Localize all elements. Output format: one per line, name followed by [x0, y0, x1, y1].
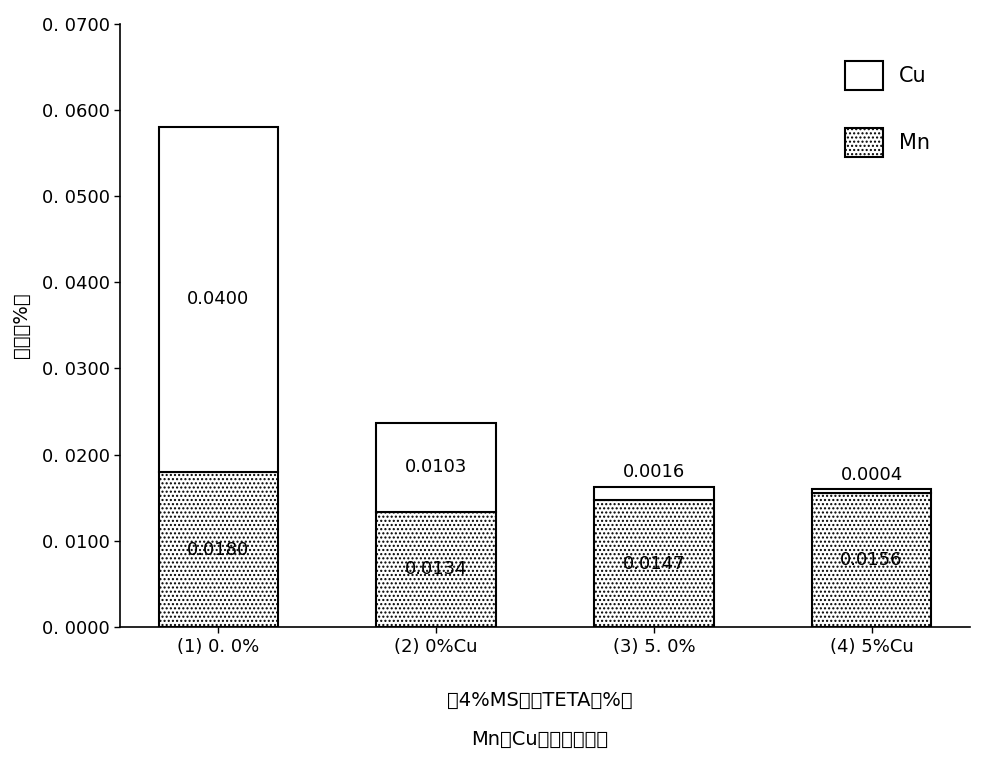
Bar — [159, 127, 278, 472]
Bar — [159, 472, 278, 627]
Bar — [594, 487, 714, 500]
Text: 0.0134: 0.0134 — [405, 561, 467, 579]
Text: 0.0103: 0.0103 — [405, 458, 467, 476]
Y-axis label: 重量（%）: 重量（%） — [11, 292, 30, 358]
Text: Mn和Cu的化学分析値: Mn和Cu的化学分析値 — [471, 730, 609, 749]
Bar — [812, 489, 931, 492]
Bar — [594, 500, 714, 627]
Text: 0.0004: 0.0004 — [840, 466, 903, 484]
Text: 0.0147: 0.0147 — [623, 555, 685, 573]
Text: 在4%MS中的TETA（%）: 在4%MS中的TETA（%） — [447, 691, 633, 710]
Bar — [376, 512, 496, 627]
Bar — [376, 423, 496, 512]
Text: 0.0180: 0.0180 — [187, 541, 250, 558]
Bar — [812, 492, 931, 627]
Text: 0.0016: 0.0016 — [623, 463, 685, 481]
Legend: Cu, Mn: Cu, Mn — [824, 40, 951, 178]
Text: 0.0156: 0.0156 — [840, 551, 903, 569]
Text: 0.0400: 0.0400 — [187, 291, 250, 308]
